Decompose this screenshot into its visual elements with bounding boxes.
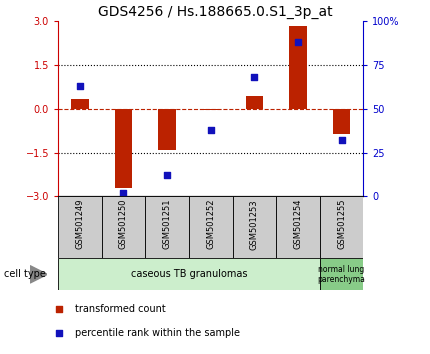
Point bbox=[164, 173, 171, 178]
Text: GSM501250: GSM501250 bbox=[119, 199, 128, 250]
Bar bbox=[101, 196, 145, 258]
Bar bbox=[58, 196, 101, 258]
Text: GSM501253: GSM501253 bbox=[250, 199, 259, 250]
Point bbox=[338, 138, 345, 143]
Text: caseous TB granulomas: caseous TB granulomas bbox=[131, 269, 247, 279]
Bar bbox=[320, 196, 363, 258]
Bar bbox=[115, 109, 132, 188]
Bar bbox=[189, 196, 233, 258]
Bar bbox=[158, 109, 176, 150]
Text: transformed count: transformed count bbox=[74, 304, 165, 314]
Bar bbox=[320, 258, 363, 290]
Text: GDS4256 / Hs.188665.0.S1_3p_at: GDS4256 / Hs.188665.0.S1_3p_at bbox=[98, 5, 332, 19]
Point bbox=[120, 190, 127, 196]
Bar bbox=[289, 25, 307, 109]
Bar bbox=[233, 196, 276, 258]
Text: GSM501249: GSM501249 bbox=[75, 199, 84, 250]
Bar bbox=[276, 196, 320, 258]
Point bbox=[295, 39, 301, 45]
Point bbox=[77, 83, 83, 89]
Text: cell type: cell type bbox=[4, 269, 46, 279]
Text: normal lung
parenchyma: normal lung parenchyma bbox=[318, 265, 366, 284]
Bar bbox=[145, 196, 189, 258]
Point bbox=[55, 307, 62, 312]
Point bbox=[55, 330, 62, 336]
Point bbox=[207, 127, 214, 133]
Bar bbox=[58, 258, 320, 290]
Text: GSM501252: GSM501252 bbox=[206, 199, 215, 250]
Text: GSM501254: GSM501254 bbox=[293, 199, 302, 250]
Text: GSM501255: GSM501255 bbox=[337, 199, 346, 250]
Bar bbox=[202, 109, 219, 110]
Polygon shape bbox=[30, 266, 47, 283]
Bar bbox=[71, 99, 89, 109]
Bar bbox=[246, 96, 263, 109]
Text: GSM501251: GSM501251 bbox=[163, 199, 172, 250]
Point bbox=[251, 74, 258, 80]
Bar bbox=[333, 109, 350, 134]
Text: percentile rank within the sample: percentile rank within the sample bbox=[74, 328, 240, 338]
